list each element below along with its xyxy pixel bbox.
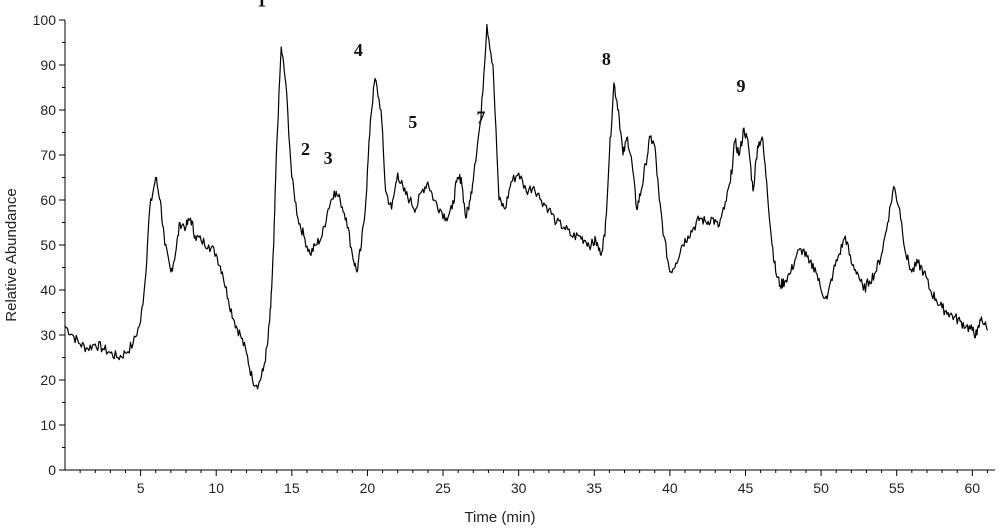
peak-label: 5 <box>408 112 417 132</box>
y-tick-label: 40 <box>40 282 56 298</box>
x-tick-labels: 5 10 15 20 25 30 35 40 45 50 55 60 <box>137 480 981 496</box>
x-tick-label: 30 <box>511 480 527 496</box>
y-tick-label: 60 <box>40 192 56 208</box>
peak-label: 9 <box>736 76 745 96</box>
y-tick-label: 70 <box>40 147 56 163</box>
y-tick-label: 50 <box>40 237 56 253</box>
peak-label: 4 <box>354 40 363 60</box>
peak-labels: 123456789 <box>257 0 745 168</box>
y-axis-title: Relative Abundance <box>3 188 20 321</box>
x-axis-title: Time (min) <box>464 509 535 526</box>
x-tick-label: 45 <box>738 480 754 496</box>
x-tick-label: 50 <box>813 480 829 496</box>
x-tick-label: 35 <box>586 480 602 496</box>
y-tick-label: 80 <box>40 102 56 118</box>
y-tick-label: 30 <box>40 327 56 343</box>
x-tick-label: 40 <box>662 480 678 496</box>
peak-label: 2 <box>301 139 310 159</box>
series-line <box>64 23 988 390</box>
x-tick-label: 15 <box>284 480 300 496</box>
x-tick-label: 60 <box>965 480 981 496</box>
peak-label: 8 <box>602 49 611 69</box>
y-tick-label: 0 <box>48 462 56 478</box>
x-ticks <box>79 470 988 476</box>
y-tick-label: 90 <box>40 57 56 73</box>
y-tick-label: 100 <box>33 12 57 28</box>
y-tick-label: 10 <box>40 417 56 433</box>
x-tick-label: 5 <box>137 480 145 496</box>
x-tick-label: 20 <box>360 480 376 496</box>
x-tick-label: 55 <box>889 480 905 496</box>
peak-label: 3 <box>324 148 333 168</box>
peak-label: 7 <box>476 108 485 128</box>
y-tick-labels: 0 10 20 30 40 50 60 70 80 90 100 <box>33 12 57 478</box>
peak-label: 1 <box>257 0 266 11</box>
y-ticks <box>59 19 65 471</box>
x-tick-label: 10 <box>208 480 224 496</box>
x-tick-label: 25 <box>435 480 451 496</box>
y-tick-label: 20 <box>40 372 56 388</box>
